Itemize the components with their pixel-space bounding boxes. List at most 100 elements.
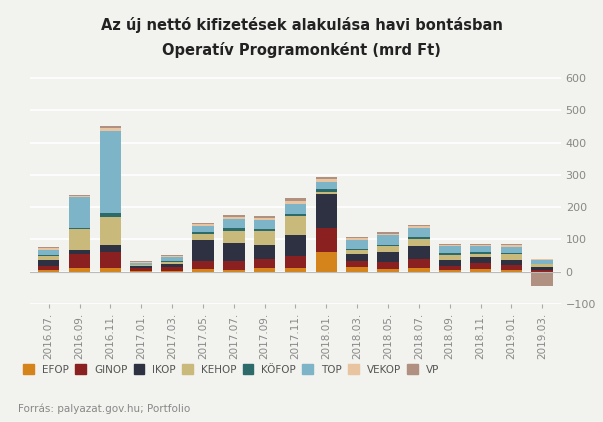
Bar — [285, 216, 306, 235]
Bar — [500, 260, 522, 265]
Bar — [439, 266, 461, 270]
Bar — [315, 179, 337, 182]
Bar — [192, 234, 213, 240]
Bar — [192, 261, 213, 269]
Bar — [69, 228, 90, 229]
Bar — [285, 201, 306, 203]
Bar — [377, 244, 399, 246]
Bar — [470, 244, 491, 245]
Bar — [223, 231, 245, 243]
Bar — [346, 249, 368, 250]
Bar — [408, 227, 430, 228]
Bar — [377, 262, 399, 269]
Bar — [130, 262, 152, 265]
Bar — [346, 254, 368, 261]
Bar — [223, 243, 245, 261]
Bar — [315, 177, 337, 179]
Bar — [315, 194, 337, 228]
Bar — [377, 246, 399, 252]
Bar — [408, 225, 430, 227]
Bar — [99, 128, 121, 131]
Bar — [192, 269, 213, 272]
Bar — [192, 224, 213, 226]
Bar — [69, 268, 90, 272]
Text: Forrás: palyazat.gov.hu; Portfolio: Forrás: palyazat.gov.hu; Portfolio — [18, 403, 191, 414]
Bar — [315, 228, 337, 252]
Bar — [38, 249, 60, 250]
Bar — [531, 260, 553, 264]
Bar — [470, 269, 491, 272]
Bar — [99, 252, 121, 268]
Bar — [377, 269, 399, 272]
Bar — [285, 203, 306, 214]
Bar — [315, 189, 337, 192]
Bar — [223, 217, 245, 219]
Bar — [500, 244, 522, 246]
Bar — [439, 260, 461, 266]
Bar — [38, 257, 60, 260]
Bar — [439, 243, 461, 245]
Bar — [130, 268, 152, 271]
Bar — [377, 235, 399, 244]
Text: Operatív Programonként (mrd Ft): Operatív Programonként (mrd Ft) — [162, 42, 441, 58]
Bar — [99, 126, 121, 128]
Bar — [285, 235, 306, 256]
Bar — [69, 250, 90, 254]
Bar — [161, 264, 183, 268]
Bar — [223, 215, 245, 217]
Bar — [223, 270, 245, 272]
Bar — [254, 260, 276, 268]
Bar — [38, 270, 60, 272]
Bar — [439, 253, 461, 254]
Bar — [254, 216, 276, 219]
Bar — [315, 252, 337, 272]
Text: Az új nettó kifizetések alakulása havi bontásban: Az új nettó kifizetések alakulása havi b… — [101, 17, 502, 33]
Bar — [38, 266, 60, 270]
Bar — [38, 247, 60, 249]
Bar — [470, 263, 491, 269]
Bar — [500, 253, 522, 254]
Bar — [439, 270, 461, 272]
Bar — [315, 192, 337, 194]
Bar — [69, 254, 90, 268]
Bar — [346, 238, 368, 240]
Bar — [408, 228, 430, 238]
Bar — [285, 198, 306, 201]
Bar — [192, 232, 213, 234]
Bar — [192, 226, 213, 232]
Legend: EFOP, GINOP, IKOP, KEHOP, KÖFOP, TOP, VEKOP, VP: EFOP, GINOP, IKOP, KEHOP, KÖFOP, TOP, VE… — [24, 364, 440, 375]
Bar — [408, 238, 430, 239]
Bar — [531, 268, 553, 270]
Bar — [439, 245, 461, 246]
Bar — [99, 217, 121, 244]
Bar — [500, 265, 522, 270]
Bar — [254, 230, 276, 231]
Bar — [192, 222, 213, 224]
Bar — [254, 219, 276, 220]
Bar — [254, 245, 276, 260]
Bar — [161, 261, 183, 262]
Bar — [500, 254, 522, 260]
Bar — [439, 246, 461, 253]
Bar — [38, 250, 60, 255]
Bar — [377, 232, 399, 233]
Bar — [500, 247, 522, 253]
Bar — [161, 256, 183, 257]
Bar — [377, 233, 399, 235]
Bar — [69, 197, 90, 228]
Bar — [285, 256, 306, 268]
Bar — [130, 266, 152, 268]
Bar — [223, 219, 245, 228]
Bar — [69, 196, 90, 197]
Bar — [69, 229, 90, 250]
Bar — [408, 239, 430, 246]
Bar — [470, 245, 491, 246]
Bar — [500, 246, 522, 247]
Bar — [254, 231, 276, 245]
Bar — [408, 268, 430, 272]
Bar — [470, 254, 491, 257]
Bar — [254, 220, 276, 230]
Bar — [285, 268, 306, 272]
Bar — [346, 267, 368, 272]
Bar — [439, 254, 461, 260]
